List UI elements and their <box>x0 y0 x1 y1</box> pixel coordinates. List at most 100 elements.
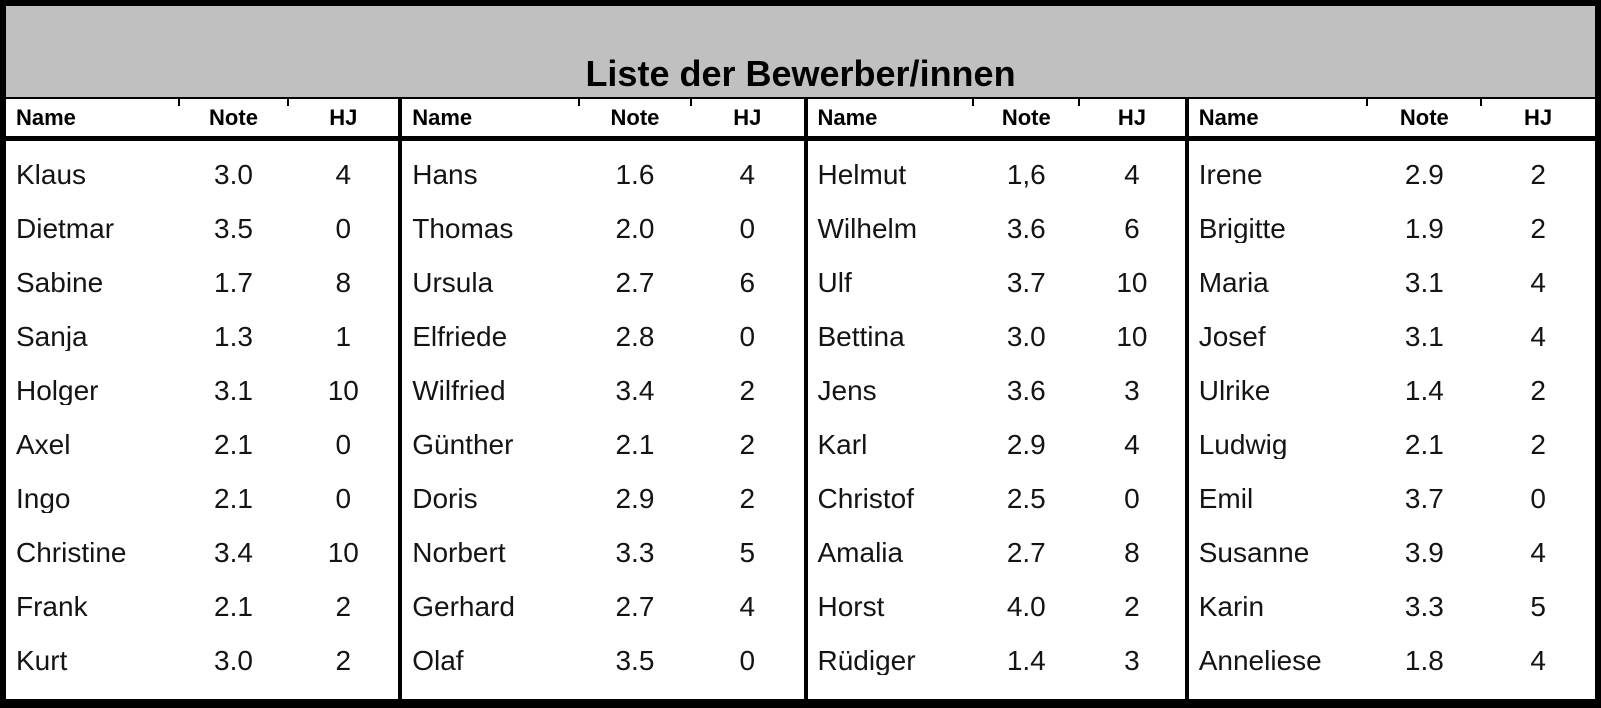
name-cell: Jens <box>817 377 877 405</box>
hj-cell: 10 <box>1116 269 1148 297</box>
table-row: Ulf 3.7 10 <box>808 256 1185 310</box>
header-hj: HJ <box>1480 99 1595 136</box>
note-cell: 1.6 <box>615 161 655 189</box>
note-cell: 3.1 <box>1404 323 1444 351</box>
note-cell: 4.0 <box>1006 593 1046 621</box>
header-note: Note <box>972 99 1079 136</box>
hj-cell: 3 <box>1124 647 1140 675</box>
hj-cell: 5 <box>739 539 756 567</box>
hj-cell: 2 <box>335 647 352 675</box>
group-header-4: Name Note HJ <box>1184 99 1595 136</box>
table-row: Hans 1.6 4 <box>402 148 803 202</box>
hj-cell: 4 <box>1530 539 1546 567</box>
hj-cell: 2 <box>1530 431 1546 459</box>
table-row: Günther 2.1 2 <box>402 418 803 472</box>
hj-cell: 2 <box>1124 593 1140 621</box>
table-title-bar: Liste der Bewerber/innen <box>6 6 1595 99</box>
note-cell: 2.1 <box>1404 431 1444 459</box>
name-cell: Elfriede <box>412 323 508 351</box>
group-column-3: Helmut 1,6 4 Wilhelm 3.6 6 Ulf 3.7 10 Be… <box>803 141 1185 699</box>
name-cell: Sabine <box>16 269 104 297</box>
table-row: Ingo 2.1 0 <box>6 472 398 526</box>
table-row: Josef 3.1 4 <box>1189 310 1595 364</box>
page-title: Liste der Bewerber/innen <box>585 53 1016 94</box>
note-cell: 2.7 <box>1006 539 1046 567</box>
note-cell: 3.0 <box>214 647 253 675</box>
note-cell: 3.9 <box>1404 539 1444 567</box>
table-row: Maria 3.1 4 <box>1189 256 1595 310</box>
hj-cell: 2 <box>739 377 756 405</box>
table-row: Gerhard 2.7 4 <box>402 580 803 634</box>
note-cell: 3.1 <box>1404 269 1444 297</box>
name-cell: Klaus <box>16 161 87 189</box>
table-row: Thomas 2.0 0 <box>402 202 803 256</box>
hj-cell: 4 <box>1124 431 1140 459</box>
name-cell: Amalia <box>817 539 904 567</box>
hj-cell: 3 <box>1124 377 1140 405</box>
header-hj: HJ <box>1078 99 1185 136</box>
table-row: Doris 2.9 2 <box>402 472 803 526</box>
table-row: Christine 3.4 10 <box>6 526 398 580</box>
note-cell: 2.9 <box>1404 161 1444 189</box>
note-cell: 3.6 <box>1006 377 1046 405</box>
note-cell: 3.4 <box>615 377 655 405</box>
name-cell: Thomas <box>412 215 514 243</box>
note-cell: 2.0 <box>615 215 655 243</box>
name-cell: Helmut <box>817 161 907 189</box>
name-cell: Wilhelm <box>817 215 918 243</box>
name-cell: Christine <box>16 539 127 567</box>
name-cell: Ludwig <box>1198 431 1288 459</box>
name-cell: Sanja <box>16 323 88 351</box>
name-cell: Horst <box>817 593 885 621</box>
table-row: Susanne 3.9 4 <box>1189 526 1595 580</box>
name-cell: Emil <box>1198 485 1254 513</box>
name-cell: Doris <box>412 485 478 513</box>
hj-cell: 0 <box>739 647 756 675</box>
note-cell: 3.6 <box>1006 215 1046 243</box>
table-row: Rüdiger 1.4 3 <box>808 634 1185 688</box>
table-row: Wilhelm 3.6 6 <box>808 202 1185 256</box>
name-cell: Axel <box>16 431 71 459</box>
table-row: Amalia 2.7 8 <box>808 526 1185 580</box>
note-cell: 2.9 <box>1006 431 1046 459</box>
note-cell: 3.0 <box>1006 323 1046 351</box>
table-row: Holger 3.1 10 <box>6 364 398 418</box>
note-cell: 3.7 <box>1404 485 1444 513</box>
note-cell: 3.5 <box>214 215 253 243</box>
note-cell: 3.1 <box>214 377 253 405</box>
note-cell: 1,6 <box>1006 161 1046 189</box>
note-cell: 3.7 <box>1006 269 1046 297</box>
name-cell: Gerhard <box>412 593 515 621</box>
note-cell: 3.3 <box>615 539 655 567</box>
name-cell: Hans <box>412 161 478 189</box>
table-row: Wilfried 3.4 2 <box>402 364 803 418</box>
hj-cell: 4 <box>1530 647 1546 675</box>
name-cell: Dietmar <box>16 215 115 243</box>
hj-cell: 10 <box>327 377 359 405</box>
table-row: Karl 2.9 4 <box>808 418 1185 472</box>
hj-cell: 6 <box>1124 215 1140 243</box>
group-column-1: Klaus 3.0 4 Dietmar 3.5 0 Sabine 1.7 8 S… <box>6 141 398 699</box>
note-cell: 2.7 <box>615 269 655 297</box>
note-cell: 2.5 <box>1006 485 1046 513</box>
name-cell: Wilfried <box>412 377 506 405</box>
note-cell: 3.3 <box>1404 593 1444 621</box>
note-cell: 3.0 <box>214 161 253 189</box>
hj-cell: 4 <box>739 161 756 189</box>
hj-cell: 0 <box>335 431 352 459</box>
name-cell: Kurt <box>16 647 68 675</box>
hj-cell: 0 <box>335 215 352 243</box>
table-row: Kurt 3.0 2 <box>6 634 398 688</box>
table-row: Helmut 1,6 4 <box>808 148 1185 202</box>
table-row: Dietmar 3.5 0 <box>6 202 398 256</box>
hj-cell: 4 <box>335 161 352 189</box>
header-note: Note <box>577 99 691 136</box>
table-row: Christof 2.5 0 <box>808 472 1185 526</box>
hj-cell: 0 <box>739 323 756 351</box>
name-cell: Norbert <box>412 539 506 567</box>
table-row: Ursula 2.7 6 <box>402 256 803 310</box>
name-cell: Irene <box>1198 161 1263 189</box>
name-cell: Frank <box>16 593 88 621</box>
name-cell: Anneliese <box>1198 647 1322 675</box>
header-note: Note <box>1366 99 1481 136</box>
